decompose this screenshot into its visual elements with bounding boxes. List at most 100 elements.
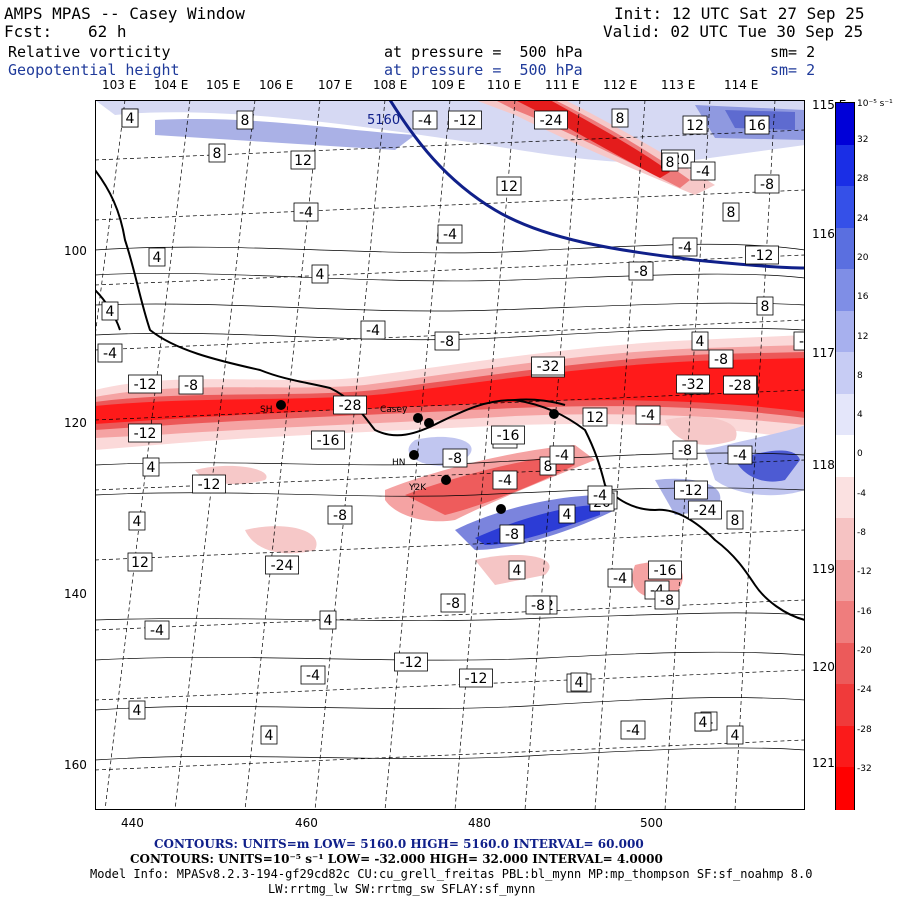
svg-text:-24: -24 (694, 503, 717, 519)
colorbar-swatch (836, 352, 854, 395)
svg-text:-8: -8 (634, 264, 648, 280)
svg-text:-24: -24 (540, 113, 563, 129)
svg-text:-32: -32 (682, 377, 705, 393)
contour-label: 4 (148, 247, 166, 267)
field2-name: Geopotential height (8, 61, 180, 79)
station-label-hn: HN (392, 458, 406, 468)
svg-text:12: 12 (131, 555, 149, 571)
init-time: Init: 12 UTC Sat 27 Sep 25 (614, 4, 865, 23)
vorticity-contours (95, 243, 805, 761)
contour-label: 4 (570, 672, 588, 692)
contour-label: -12 (674, 480, 708, 500)
top-lon-label: 110 E (487, 78, 522, 92)
footer-vorticity-contours: CONTOURS: UNITS=10⁻⁵ s⁻¹ LOW= -32.000 HI… (130, 852, 663, 866)
contour-label: 4 (508, 560, 526, 580)
station-dot (496, 504, 506, 514)
contour-label: -4 (97, 343, 123, 363)
y-tick-label: 160 (64, 758, 87, 772)
svg-text:-4: -4 (678, 240, 692, 256)
svg-text:-8: -8 (531, 598, 545, 614)
station-dot (409, 450, 419, 460)
colorbar-swatch (836, 269, 854, 312)
colorbar-label: 24 (857, 213, 869, 224)
contour-label: -8 (178, 375, 204, 395)
contour-label: -4 (437, 224, 463, 244)
contour-label: 12 (496, 176, 522, 196)
contour-label: -24 (534, 110, 568, 130)
contour-label: -4 (144, 620, 170, 640)
svg-text:4: 4 (563, 507, 572, 523)
svg-text:-4: -4 (366, 323, 380, 339)
contour-label: -8 (499, 524, 525, 544)
field1-name: Relative vorticity (8, 43, 171, 61)
contour-label: -12 (745, 245, 779, 265)
colorbar-label: 0 (857, 449, 863, 460)
y-tick-label: 100 (64, 244, 87, 258)
forecast-label: Fcst: (4, 22, 53, 41)
colorbar-label: -4 (857, 488, 866, 499)
x-tick-label: 440 (121, 816, 144, 830)
svg-text:8: 8 (213, 146, 222, 162)
svg-text:-4: -4 (150, 623, 164, 639)
colorbar-label: -28 (857, 724, 872, 735)
svg-text:-4: -4 (799, 334, 805, 350)
colorbar-swatch (836, 518, 854, 561)
svg-text:-12: -12 (454, 113, 477, 129)
contour-label: -16 (491, 425, 525, 445)
svg-text:-4: -4 (593, 488, 607, 504)
contour-label: -12 (128, 423, 162, 443)
contour-label: -28 (723, 375, 757, 395)
valid-time: Valid: 02 UTC Tue 30 Sep 25 (603, 22, 864, 41)
svg-text:8: 8 (544, 459, 553, 475)
svg-text:-8: -8 (678, 443, 692, 459)
contour-label: 4 (558, 504, 576, 524)
contour-label: 8 (756, 296, 774, 316)
colorbar-swatch (836, 103, 854, 146)
contour-label: -12 (459, 668, 493, 688)
svg-text:12: 12 (586, 410, 604, 426)
top-lon-label: 108 E (373, 78, 408, 92)
footer-model-info-2: LW:rrtmg_lw SW:rrtmg_sw SFLAY:sf_mynn (268, 882, 536, 896)
forecast-hour: 62 h (88, 22, 127, 41)
svg-text:4: 4 (133, 703, 142, 719)
svg-text:-8: -8 (760, 177, 774, 193)
contour-label: 4 (128, 511, 146, 531)
svg-text:4: 4 (731, 728, 740, 744)
svg-text:-8: -8 (714, 352, 728, 368)
svg-text:-4: -4 (641, 408, 655, 424)
contour-label: 12 (582, 407, 608, 427)
contour-label: -4 (620, 720, 646, 740)
field1-smoothing: sm= 2 (770, 43, 816, 61)
top-lon-label: 106 E (259, 78, 294, 92)
x-tick-label: 500 (640, 816, 663, 830)
svg-text:-8: -8 (505, 527, 519, 543)
station-label-y2k: Y2K (408, 483, 427, 493)
contour-label: -8 (442, 448, 468, 468)
svg-text:-8: -8 (448, 451, 462, 467)
contour-label: -8 (440, 593, 466, 613)
colorbar-swatch (836, 559, 854, 603)
svg-text:-28: -28 (339, 398, 362, 414)
svg-text:-12: -12 (198, 477, 221, 493)
contour-label: -8 (525, 595, 551, 615)
svg-text:4: 4 (696, 334, 705, 350)
x-tick-label: 480 (468, 816, 491, 830)
contour-label: -16 (648, 560, 682, 580)
svg-text:4: 4 (513, 563, 522, 579)
contour-label: 12 (682, 115, 708, 135)
svg-text:-16: -16 (317, 433, 340, 449)
contour-label: -8 (708, 349, 734, 369)
contour-label: 12 (127, 552, 153, 572)
station-dot (441, 475, 451, 485)
top-lon-label: 105 E (206, 78, 241, 92)
colorbar-label: 20 (857, 252, 869, 263)
contour-label: -8 (434, 331, 460, 351)
contour-label: 4 (128, 700, 146, 720)
top-lon-label: 107 E (318, 78, 353, 92)
svg-text:8: 8 (727, 205, 736, 221)
svg-text:-4: -4 (299, 205, 313, 221)
top-lon-label: 111 E (545, 78, 580, 92)
station-label-casey: Casey (380, 405, 408, 415)
contour-label: 4 (101, 301, 119, 321)
svg-text:-8: -8 (446, 596, 460, 612)
